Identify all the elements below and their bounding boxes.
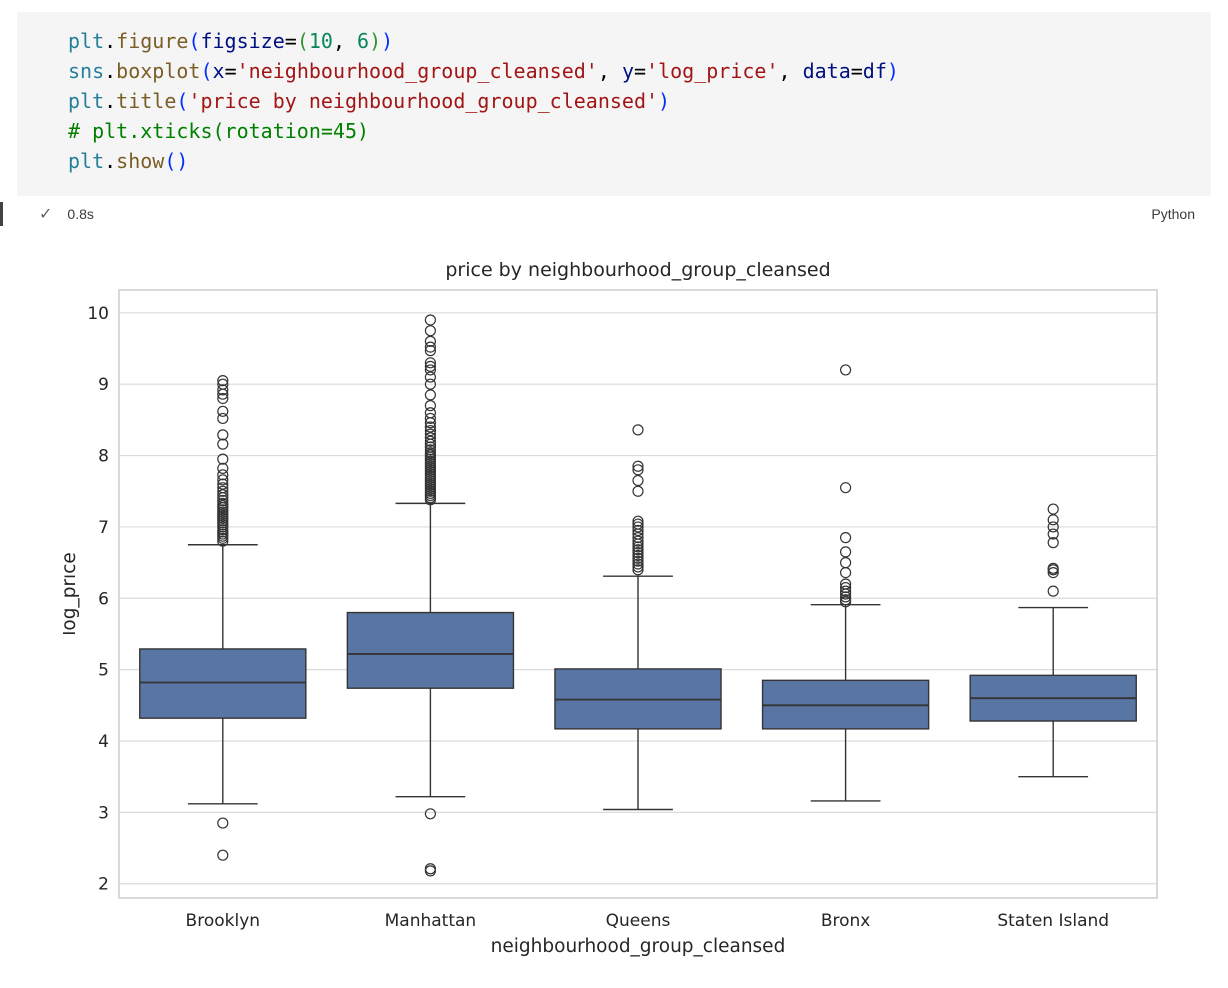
code-line: plt.figure(figsize=(10, 6)) [68,29,394,53]
svg-text:Bronx: Bronx [821,911,871,931]
code-line: plt.title('price by neighbourhood_group_… [68,89,671,113]
svg-text:neighbourhood_group_cleansed: neighbourhood_group_cleansed [491,936,786,957]
svg-text:10: 10 [87,304,109,324]
svg-text:9: 9 [98,375,109,395]
svg-text:6: 6 [98,589,109,609]
svg-text:Brooklyn: Brooklyn [186,911,260,931]
success-check-icon: ✓ [39,206,53,223]
code-line: sns.boxplot(x='neighbourhood_group_clean… [68,59,899,83]
boxplot-svg: 2 3 4 5 6 7 8 9 10 Brooklyn Manhattan Queens Bronx St… [59,259,1158,957]
svg-text:3: 3 [98,803,109,823]
svg-text:Manhattan: Manhattan [385,911,477,931]
svg-text:8: 8 [98,447,109,467]
code-line: plt.show() [68,149,189,173]
svg-text:Staten Island: Staten Island [997,911,1109,931]
code-line: # plt.xticks(rotation=45) [68,119,370,143]
code-cell: plt.figure(figsize=(10, 6)) sns.boxplot(x… [17,12,1211,196]
language-picker-button[interactable]: Python [1151,206,1195,222]
svg-text:Queens: Queens [606,911,671,931]
svg-text:5: 5 [98,661,109,681]
svg-text:7: 7 [98,518,109,538]
code-editor[interactable]: plt.figure(figsize=(10, 6)) sns.boxplot(x… [17,12,1211,176]
cell-status-bar: ✓ 0.8s Python [17,196,1211,232]
cell-output: 2 3 4 5 6 7 8 9 10 Brooklyn Manhattan Queens Bronx St… [59,252,1167,964]
svg-text:price by neighbourhood_group_c: price by neighbourhood_group_cleansed [445,259,830,281]
execution-time: 0.8s [67,206,94,222]
svg-text:log_price: log_price [63,552,80,636]
svg-text:4: 4 [98,732,109,752]
cell-focus-bar [0,202,3,226]
svg-text:2: 2 [98,875,109,895]
